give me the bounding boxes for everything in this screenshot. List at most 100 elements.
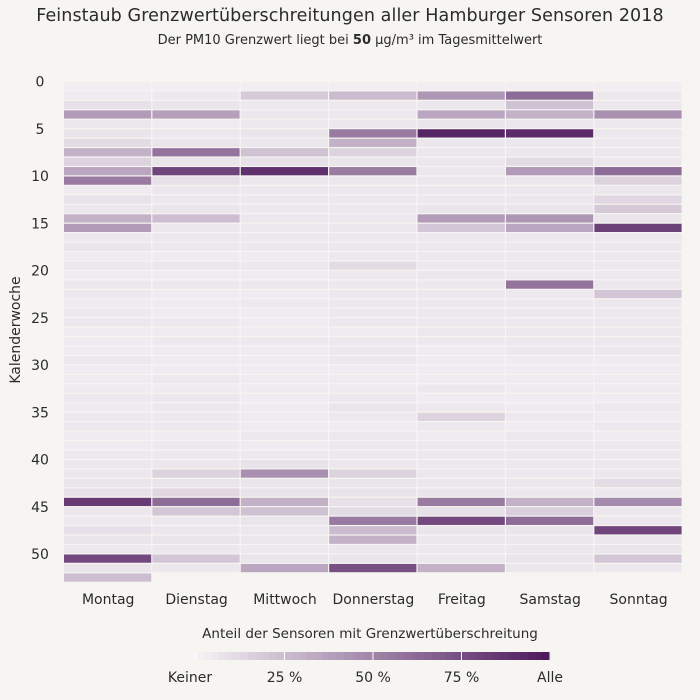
heatmap-cell bbox=[506, 91, 594, 100]
heatmap-cell bbox=[594, 176, 682, 185]
legend-gradient-segment bbox=[527, 652, 536, 660]
legend-gradient-segment bbox=[476, 652, 485, 660]
x-tick-label: Freitag bbox=[438, 592, 486, 608]
heatmap-cell bbox=[152, 516, 240, 525]
y-tick-label: 25 bbox=[31, 311, 49, 327]
heatmap-cell bbox=[64, 403, 152, 412]
heatmap-cell bbox=[152, 138, 240, 147]
legend-gradient-segment bbox=[513, 652, 522, 660]
heatmap-cell bbox=[594, 460, 682, 469]
legend-gradient-segment bbox=[542, 652, 551, 660]
heatmap-cell bbox=[64, 176, 152, 185]
heatmap-cell bbox=[240, 148, 328, 157]
heatmap-cell bbox=[417, 157, 505, 166]
heatmap-cell bbox=[417, 327, 505, 336]
heatmap-cell bbox=[152, 337, 240, 346]
heatmap-cell bbox=[417, 337, 505, 346]
heatmap-cell bbox=[240, 337, 328, 346]
heatmap-cell bbox=[240, 82, 328, 91]
heatmap-cell bbox=[240, 412, 328, 421]
heatmap-cell bbox=[417, 148, 505, 157]
heatmap-cell bbox=[417, 441, 505, 450]
heatmap-cell bbox=[64, 308, 152, 318]
heatmap-cell bbox=[329, 280, 417, 289]
heatmap-cell bbox=[152, 365, 240, 374]
heatmap-cell bbox=[594, 289, 682, 299]
heatmap-cell bbox=[64, 554, 152, 563]
heatmap-cell bbox=[152, 271, 240, 280]
heatmap-cell bbox=[329, 318, 417, 327]
heatmap-cell bbox=[417, 497, 505, 507]
heatmap-cell bbox=[506, 507, 594, 516]
heatmap-cell bbox=[64, 327, 152, 336]
heatmap-cell bbox=[506, 356, 594, 365]
heatmap-cell bbox=[594, 82, 682, 91]
heatmap-cell bbox=[506, 176, 594, 185]
heatmap-cell bbox=[506, 242, 594, 251]
heatmap-cell bbox=[329, 478, 417, 488]
heatmap-cell bbox=[506, 233, 594, 242]
legend-gradient-segment bbox=[210, 652, 219, 660]
heatmap-cell bbox=[240, 318, 328, 327]
heatmap-cell bbox=[594, 478, 682, 488]
heatmap-cell bbox=[594, 374, 682, 384]
heatmap-cell bbox=[64, 374, 152, 384]
heatmap-cell bbox=[64, 252, 152, 261]
heatmap-cell bbox=[240, 535, 328, 544]
heatmap-cell bbox=[329, 374, 417, 384]
heatmap-cell bbox=[64, 138, 152, 147]
heatmap-cell bbox=[506, 545, 594, 554]
heatmap-cell bbox=[64, 431, 152, 440]
heatmap-cell bbox=[594, 167, 682, 176]
heatmap-cell bbox=[152, 403, 240, 412]
heatmap-cell bbox=[64, 337, 152, 346]
heatmap-cell bbox=[64, 204, 152, 214]
heatmap-cell bbox=[152, 91, 240, 100]
heatmap-cell bbox=[417, 365, 505, 374]
heatmap-cell bbox=[152, 450, 240, 459]
heatmap-cell bbox=[152, 554, 240, 563]
heatmap-cell bbox=[506, 214, 594, 223]
heatmap-cell bbox=[240, 223, 328, 232]
legend-gradient-segment bbox=[343, 652, 352, 660]
heatmap-cell bbox=[240, 176, 328, 185]
heatmap-cell bbox=[329, 384, 417, 393]
heatmap-cell bbox=[594, 497, 682, 507]
legend-label: 75 % bbox=[444, 670, 480, 686]
legend-gradient-segment bbox=[373, 652, 381, 660]
heatmap-cell bbox=[594, 91, 682, 100]
heatmap-cell bbox=[64, 412, 152, 421]
heatmap-cell bbox=[240, 195, 328, 204]
heatmap-cell bbox=[506, 299, 594, 308]
heatmap-cell bbox=[506, 497, 594, 507]
heatmap-cell bbox=[506, 563, 594, 573]
heatmap-cell bbox=[64, 460, 152, 469]
heatmap-cell bbox=[594, 318, 682, 327]
heatmap-cell bbox=[240, 91, 328, 100]
heatmap-cell bbox=[152, 204, 240, 214]
legend-gradient-segment bbox=[306, 652, 315, 660]
heatmap-cell bbox=[594, 110, 682, 119]
heatmap-cell bbox=[240, 403, 328, 412]
heatmap-cell bbox=[240, 497, 328, 507]
x-tick-label: Mittwoch bbox=[253, 592, 317, 608]
heatmap-cell bbox=[506, 365, 594, 374]
heatmap-cell bbox=[594, 271, 682, 280]
heatmap-cell bbox=[417, 261, 505, 270]
legend-gradient-segment bbox=[520, 652, 529, 660]
legend-gradient-segment bbox=[454, 652, 463, 660]
heatmap-cell bbox=[506, 431, 594, 440]
heatmap-cell bbox=[329, 91, 417, 100]
heatmap-cell bbox=[594, 280, 682, 289]
heatmap-cell bbox=[152, 327, 240, 336]
heatmap-cell bbox=[64, 100, 152, 110]
heatmap-cell bbox=[329, 346, 417, 355]
heatmap-cell bbox=[594, 412, 682, 421]
heatmap-cell bbox=[64, 261, 152, 270]
heatmap-cell bbox=[417, 252, 505, 261]
heatmap-cell bbox=[240, 299, 328, 308]
heatmap-cell bbox=[506, 223, 594, 232]
legend-gradient-segment bbox=[461, 652, 470, 660]
heatmap-cell bbox=[506, 337, 594, 346]
